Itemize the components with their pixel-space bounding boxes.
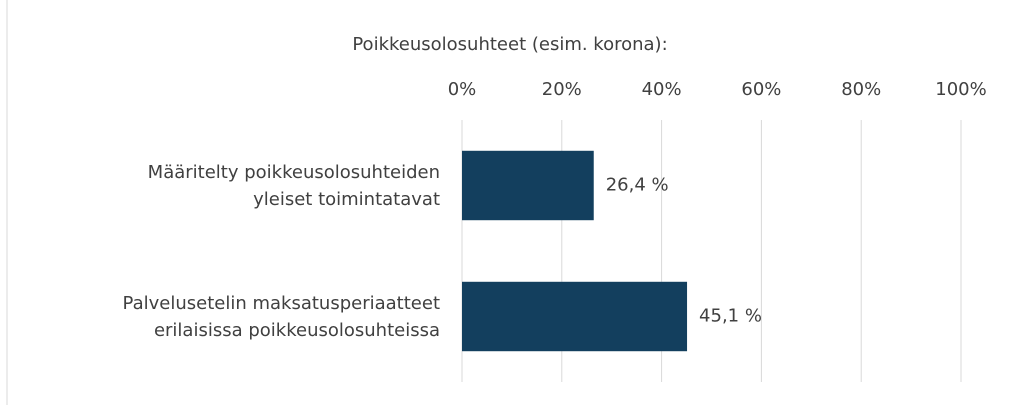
bar (462, 150, 594, 221)
x-tick-label: 20% (542, 79, 582, 100)
x-tick-label: 40% (642, 79, 682, 100)
category-label: Palvelusetelin maksatusperiaatteet erila… (122, 292, 440, 341)
chart-title: Poikkeusolosuhteet (esim. korona): (352, 34, 667, 55)
x-tick-label: 60% (741, 79, 781, 100)
bar (462, 281, 688, 352)
x-tick-label: 100% (935, 79, 986, 100)
x-tick-label: 0% (448, 79, 477, 100)
data-label: 45,1 % (699, 306, 762, 327)
category-label: Määritelty poikkeusolosuhteiden yleiset … (147, 161, 440, 210)
x-tick-label: 80% (841, 79, 881, 100)
data-label: 26,4 % (606, 175, 669, 196)
